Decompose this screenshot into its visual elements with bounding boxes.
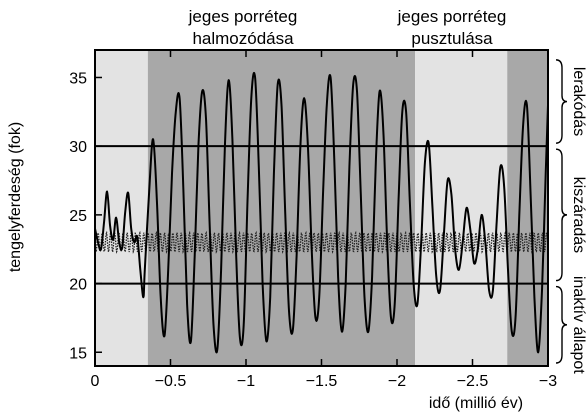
- y-tick-label: 35: [69, 70, 87, 87]
- y-tick-label: 30: [69, 139, 87, 156]
- x-tick-label: −0.5: [155, 373, 187, 390]
- top-annotation-2-line-2: pusztulása: [411, 29, 493, 48]
- bracket-label-2: kiszáradás: [570, 177, 586, 253]
- y-tick-label: 25: [69, 208, 87, 225]
- x-tick-label: −2: [388, 373, 406, 390]
- top-annotation-2-line-1: jeges porréteg: [397, 7, 507, 26]
- y-tick-label: 15: [69, 345, 87, 362]
- right-brackets: lerakódás kiszáradás inaktív állapot: [555, 59, 586, 374]
- bracket-3: [555, 285, 568, 364]
- bracket-2: [555, 148, 568, 282]
- solid-series-layer: [94, 71, 549, 354]
- x-tick-label: −1: [237, 373, 255, 390]
- x-tick-label: 0: [91, 373, 100, 390]
- x-tick-label: −2.5: [457, 373, 489, 390]
- bracket-label-1: lerakódás: [570, 67, 586, 136]
- solid-series-line: [94, 71, 549, 354]
- bracket-label-3: inaktív állapot: [570, 276, 586, 374]
- top-annotation-1-line-1: jeges porréteg: [188, 7, 298, 26]
- top-annotations: jeges porréteg halmozódása jeges porréte…: [188, 7, 507, 48]
- reference-lines: [95, 145, 548, 285]
- shaded-region-3: [415, 50, 508, 366]
- y-tick-label: 20: [69, 277, 87, 294]
- shaded-region-1: [95, 50, 148, 366]
- bracket-1: [555, 59, 568, 144]
- x-tick-label: −3: [539, 373, 557, 390]
- x-tick-label: −1.5: [306, 373, 338, 390]
- x-axis-label: idő (millió év): [429, 395, 523, 412]
- top-annotation-1-line-2: halmozódása: [192, 29, 294, 48]
- y-axis-label: tengelyferdeség (fok): [7, 122, 24, 272]
- shaded-region-4: [507, 50, 548, 366]
- axes: 0 −0.5 −1 −1.5 −2 −2.5 −3 15 20 25 30 35: [69, 49, 557, 390]
